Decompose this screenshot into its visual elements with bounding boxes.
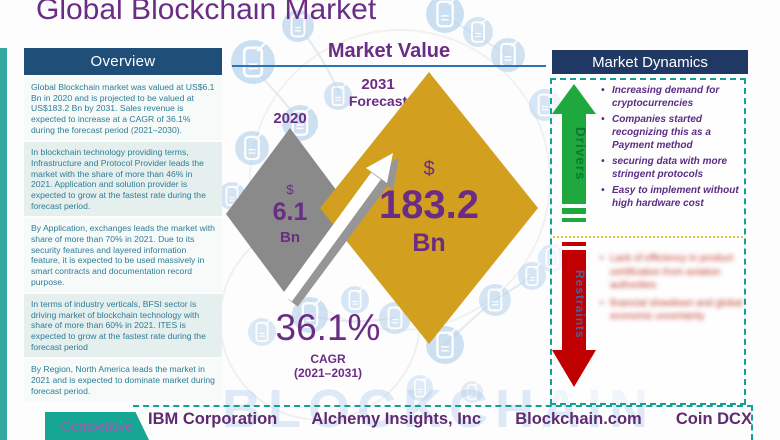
currency-symbol: $ bbox=[423, 158, 435, 180]
drivers-up-arrow-icon bbox=[552, 84, 596, 222]
forecast-year-unit: Bn bbox=[412, 229, 446, 257]
left-edge-strip bbox=[0, 48, 7, 440]
company-list: IBM Corporation Alchemy Insights, Inc Bl… bbox=[148, 410, 752, 429]
driver-item: Increasing demand for cryptocurrencies bbox=[598, 84, 746, 110]
competitive-label: Competitive bbox=[61, 418, 133, 434]
cagr-block: 36.1% CAGR (2021–2031) bbox=[258, 307, 398, 380]
forecast-year-value: 183.2 bbox=[378, 183, 480, 227]
drivers-list: Increasing demand for cryptocurrencies C… bbox=[598, 84, 746, 213]
overview-paragraph: In blockchain technology providing terms… bbox=[24, 142, 222, 217]
company-name: Coin DCX bbox=[675, 410, 752, 428]
page-title: Global Blockchain Market bbox=[36, 0, 377, 26]
forecast-year-label: 2031 Forecast bbox=[336, 76, 420, 109]
restraint-item: financial slowdown and global economic u… bbox=[598, 297, 746, 324]
cagr-value: 36.1% bbox=[275, 307, 381, 348]
market-dynamics-header: Market Dynamics bbox=[552, 50, 748, 74]
driver-item: Companies started recognizing this as a … bbox=[598, 113, 746, 152]
base-year-label: 2020 bbox=[273, 110, 307, 127]
driver-item: securing data with more stringent protoc… bbox=[598, 155, 746, 181]
restraints-down-arrow-icon bbox=[552, 242, 596, 387]
overview-paragraph: In terms of industry verticals, BFSI sec… bbox=[24, 294, 222, 358]
market-value-underline bbox=[232, 65, 546, 67]
restraints-label: Restraints bbox=[573, 269, 587, 339]
drivers-restraints-separator bbox=[553, 236, 743, 238]
base-year-unit: Bn bbox=[280, 228, 300, 246]
driver-item: Easy to implement without high hardware … bbox=[598, 184, 746, 210]
overview-header: Overview bbox=[24, 48, 222, 75]
competitive-flag: Competitive bbox=[45, 412, 149, 440]
forecast-year: 2031 bbox=[361, 76, 395, 93]
company-name: Blockchain.com bbox=[515, 410, 642, 428]
overview-paragraph: By Application, exchanges leads the mark… bbox=[24, 218, 222, 293]
cagr-label: CAGR bbox=[310, 351, 346, 366]
currency-symbol: $ bbox=[286, 182, 294, 198]
overview-panel: Overview Global Blockchain market was va… bbox=[24, 48, 222, 402]
cagr-period: (2021–2031) bbox=[293, 365, 363, 380]
competitive-section-border bbox=[133, 405, 753, 440]
market-value-header: Market Value bbox=[327, 40, 451, 62]
overview-paragraph: By Region, North America leads the marke… bbox=[24, 359, 222, 402]
forecast-sublabel: Forecast bbox=[348, 93, 408, 110]
restraints-list-blurred: Lack of efficiency in product certificat… bbox=[598, 252, 746, 328]
company-name: Alchemy Insights, Inc bbox=[311, 410, 482, 428]
drivers-label: Drivers bbox=[573, 127, 588, 181]
restraint-item: Lack of efficiency in product certificat… bbox=[598, 252, 746, 293]
overview-paragraph: Global Blockchain market was valued at U… bbox=[24, 77, 222, 141]
company-name: IBM Corporation bbox=[148, 410, 278, 428]
base-year-value: 6.1 bbox=[272, 198, 308, 227]
